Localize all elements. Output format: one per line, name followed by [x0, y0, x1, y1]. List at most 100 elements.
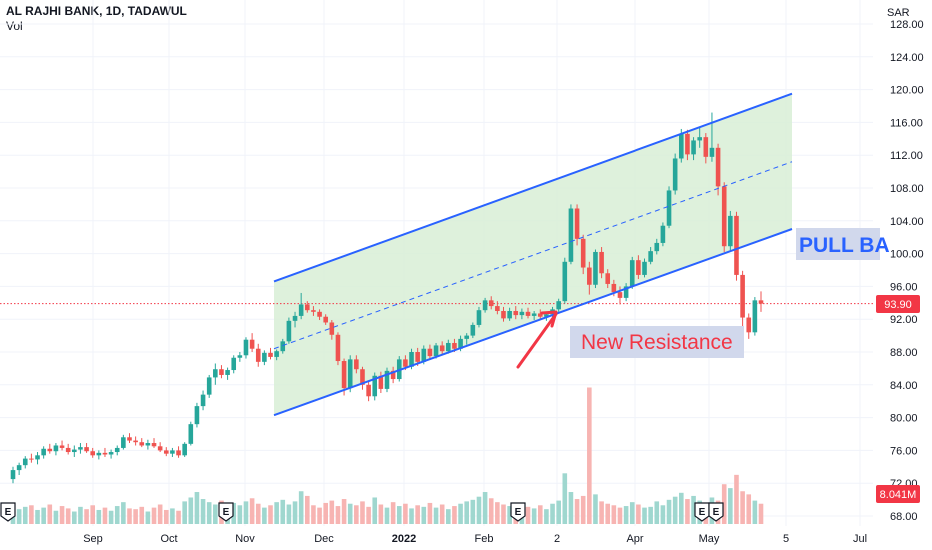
candle-body[interactable]	[636, 260, 641, 275]
earnings-marker[interactable]: E	[0, 502, 16, 522]
candle-body[interactable]	[685, 133, 690, 155]
candle-body[interactable]	[249, 339, 255, 349]
candle-body[interactable]	[758, 300, 764, 304]
new-resistance-box[interactable]	[570, 326, 744, 358]
candle-body[interactable]	[41, 448, 46, 456]
candle-body[interactable]	[415, 352, 420, 362]
candle-body[interactable]	[237, 355, 243, 358]
candle-body[interactable]	[666, 190, 672, 226]
candle-body[interactable]	[709, 147, 715, 157]
candle-body[interactable]	[519, 311, 525, 316]
candle-body[interactable]	[102, 452, 108, 455]
candle-body[interactable]	[495, 306, 500, 311]
candle-body[interactable]	[298, 304, 304, 316]
candle-body[interactable]	[22, 458, 28, 466]
candle-body[interactable]	[593, 251, 598, 285]
candle-body[interactable]	[182, 443, 187, 456]
candle-body[interactable]	[78, 447, 83, 450]
candle-body[interactable]	[697, 137, 702, 141]
candle-body[interactable]	[213, 369, 218, 378]
candle-body[interactable]	[366, 384, 371, 397]
candle-body[interactable]	[433, 345, 439, 357]
candle-body[interactable]	[470, 324, 476, 336]
candle-body[interactable]	[170, 450, 175, 454]
candle-body[interactable]	[574, 208, 580, 239]
candle-body[interactable]	[231, 357, 237, 371]
candle-body[interactable]	[341, 361, 347, 389]
candle-body[interactable]	[476, 310, 482, 325]
candle-body[interactable]	[403, 359, 408, 367]
candle-body[interactable]	[721, 186, 727, 247]
candle-body[interactable]	[35, 455, 40, 460]
candle-body[interactable]	[292, 315, 298, 321]
candle-body[interactable]	[255, 348, 261, 362]
candle-body[interactable]	[715, 147, 721, 187]
candle-body[interactable]	[90, 451, 96, 456]
candle-body[interactable]	[734, 215, 739, 275]
candle-body[interactable]	[458, 338, 463, 349]
candle-body[interactable]	[544, 314, 549, 317]
candle-body[interactable]	[335, 334, 341, 362]
candle-body[interactable]	[347, 359, 353, 389]
candle-body[interactable]	[360, 369, 365, 385]
candle-body[interactable]	[648, 251, 653, 262]
candle-body[interactable]	[501, 311, 506, 319]
candle-body[interactable]	[286, 320, 292, 342]
candle-body[interactable]	[482, 300, 488, 311]
candle-body[interactable]	[605, 273, 611, 284]
candle-body[interactable]	[114, 447, 120, 453]
candle-body[interactable]	[323, 316, 328, 323]
candle-body[interactable]	[72, 449, 77, 453]
candle-body[interactable]	[10, 470, 16, 480]
candle-body[interactable]	[623, 286, 629, 298]
channel-lines[interactable]	[273, 92, 793, 417]
candle-body[interactable]	[464, 335, 470, 339]
channel-upper-line[interactable]	[273, 92, 793, 283]
candle-body[interactable]	[488, 300, 494, 307]
candle-body[interactable]	[642, 261, 647, 275]
candle-body[interactable]	[121, 437, 126, 448]
candle-body[interactable]	[65, 447, 71, 453]
candle-body[interactable]	[145, 443, 151, 446]
candle-body[interactable]	[703, 137, 709, 157]
volume-indicator-label[interactable]: Vol	[6, 19, 23, 33]
candle-body[interactable]	[678, 133, 684, 159]
candle-body[interactable]	[163, 450, 169, 454]
candle-body[interactable]	[439, 345, 445, 352]
candle-body[interactable]	[537, 313, 543, 317]
earnings-marker[interactable]: E	[218, 502, 234, 522]
candle-body[interactable]	[507, 311, 512, 319]
candle-body[interactable]	[16, 465, 22, 471]
earnings-marker[interactable]: E	[708, 502, 724, 522]
channel-lower-line[interactable]	[273, 228, 793, 417]
candle-body[interactable]	[728, 215, 733, 247]
price-axis[interactable]: SAR 68.0072.0076.0080.0084.0088.0092.009…	[887, 7, 924, 523]
candle-body[interactable]	[556, 301, 561, 310]
candle-body[interactable]	[274, 351, 279, 357]
candle-body[interactable]	[133, 440, 138, 443]
candle-body[interactable]	[262, 352, 267, 362]
pullback-box[interactable]	[796, 228, 880, 260]
candle-body[interactable]	[378, 375, 384, 389]
candle-body[interactable]	[660, 225, 666, 243]
earnings-marker[interactable]: E	[510, 502, 526, 522]
candle-body[interactable]	[127, 437, 132, 441]
candle-body[interactable]	[752, 300, 758, 333]
candle-body[interactable]	[390, 370, 396, 380]
candle-body[interactable]	[194, 406, 200, 425]
candle-body[interactable]	[421, 348, 427, 362]
candle-body[interactable]	[311, 310, 316, 312]
candle-body[interactable]	[59, 445, 65, 448]
candle-body[interactable]	[580, 238, 586, 268]
candle-body[interactable]	[525, 311, 531, 316]
candle-body[interactable]	[206, 377, 212, 395]
candle-body[interactable]	[531, 313, 537, 316]
candle-body[interactable]	[329, 322, 335, 335]
candle-body[interactable]	[740, 274, 745, 318]
time-axis[interactable]: Sep Oct Nov Dec 2022 Feb 2 Apr May 5 Jul	[83, 533, 867, 545]
candle-body[interactable]	[746, 317, 752, 333]
candle-body[interactable]	[654, 242, 660, 252]
candle-body[interactable]	[304, 304, 310, 311]
candle-body[interactable]	[84, 447, 89, 452]
